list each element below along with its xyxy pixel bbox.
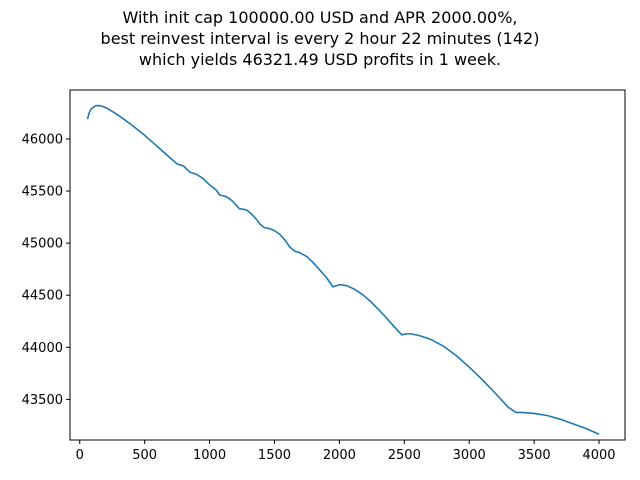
chart-title-line-1: With init cap 100000.00 USD and APR 2000… <box>122 8 518 27</box>
x-tick-label: 1000 <box>193 448 226 463</box>
series-line-0 <box>86 104 600 436</box>
x-tick-label: 1500 <box>258 448 291 463</box>
axes-frame <box>69 89 626 441</box>
y-tick-label: 46000 <box>22 132 63 147</box>
y-tick-label: 44000 <box>22 341 63 356</box>
y-tick-label: 43500 <box>22 393 63 408</box>
x-tick-label: 3000 <box>453 448 486 463</box>
x-tick-label: 4000 <box>582 448 615 463</box>
x-axis: 0 500 1000 1500 2000 2500 3000 3500 4000 <box>76 440 616 463</box>
x-tick-label: 2500 <box>388 448 421 463</box>
chart-title-line-2: best reinvest interval is every 2 hour 2… <box>100 29 540 48</box>
y-tick-label: 44500 <box>22 289 63 304</box>
y-axis: 43500 44000 44500 45000 45500 46000 <box>22 132 70 408</box>
y-tick-label: 45000 <box>22 237 63 252</box>
x-tick-label: 2000 <box>323 448 356 463</box>
y-tick-label: 45500 <box>22 185 63 200</box>
x-tick-label: 3500 <box>518 448 551 463</box>
plot-line-layer <box>86 104 600 436</box>
x-tick-label: 500 <box>132 448 157 463</box>
chart-title-line-3: which yields 46321.49 USD profits in 1 w… <box>138 50 502 69</box>
x-tick-label: 0 <box>76 448 84 463</box>
